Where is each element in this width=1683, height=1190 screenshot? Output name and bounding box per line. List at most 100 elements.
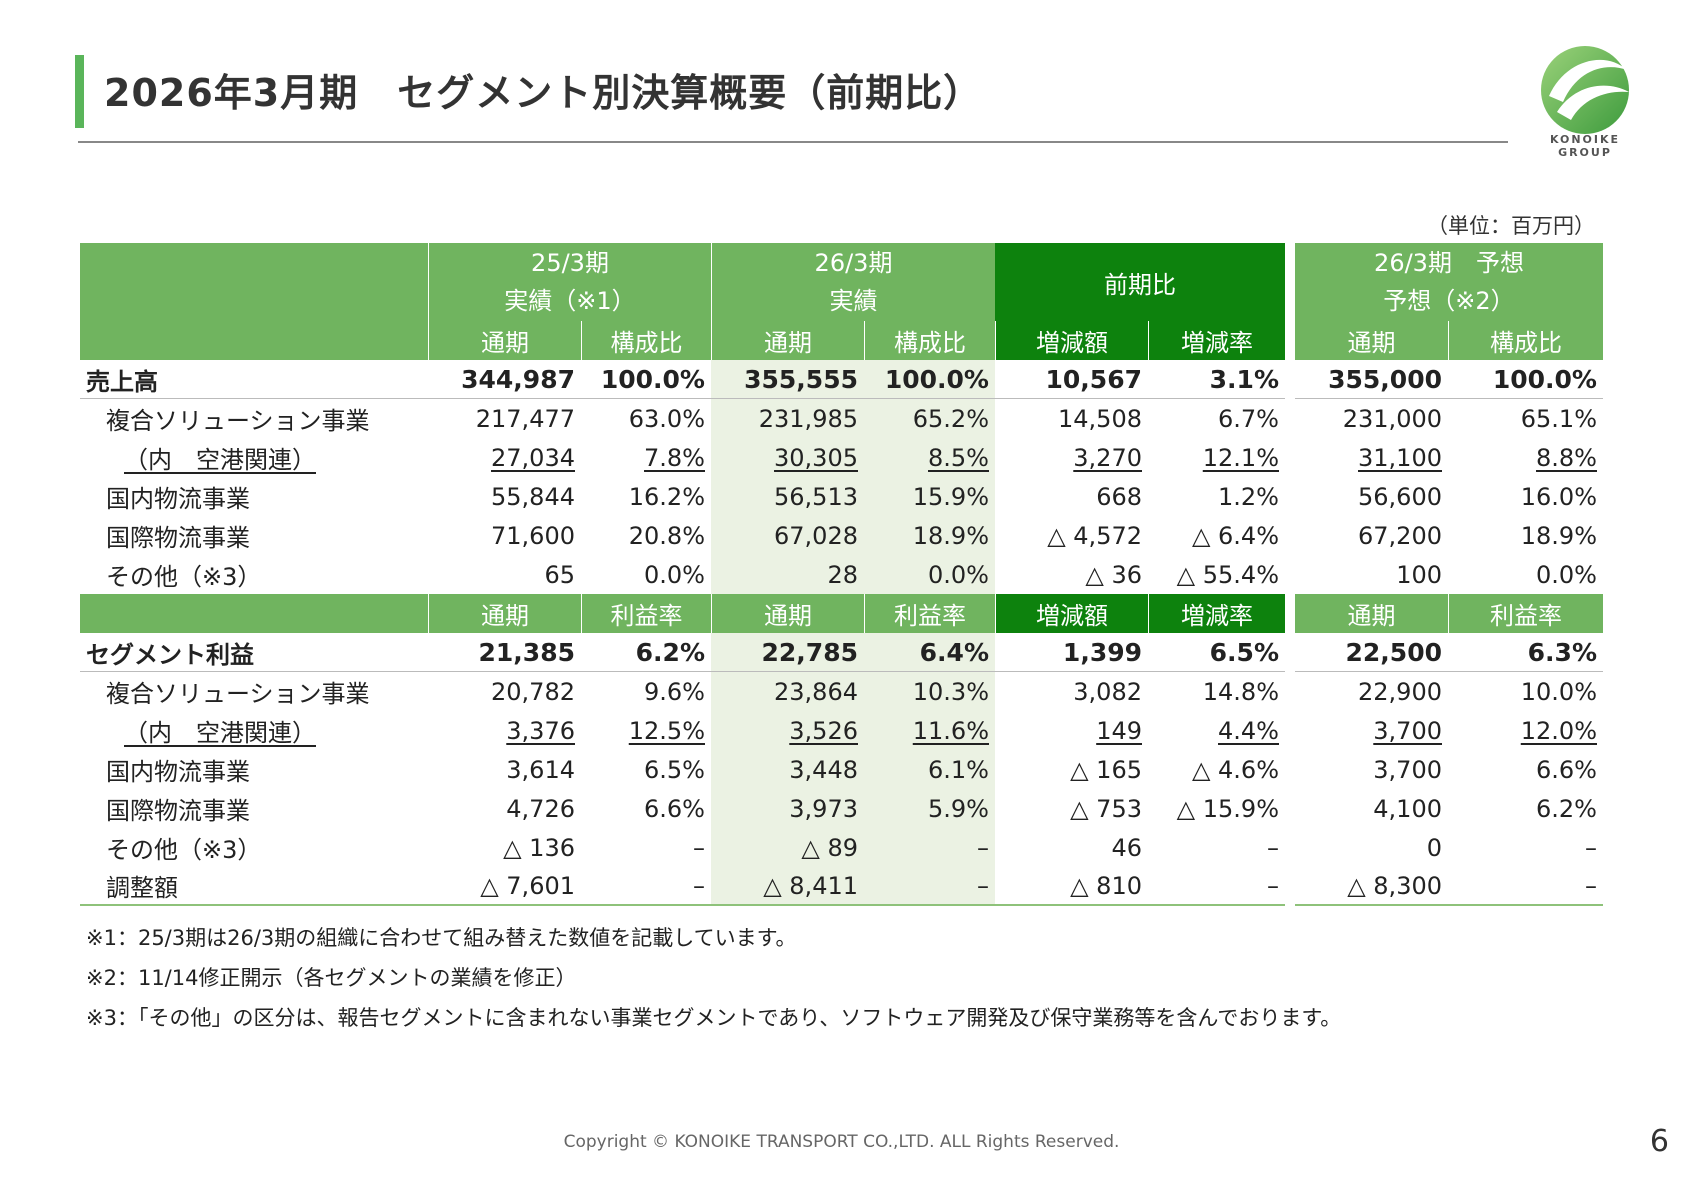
footnote-1: ※1：25/3期は26/3期の組織に合わせて組み替えた数値を記載しています。 [86,926,797,950]
cell: 4,100 [1373,794,1442,823]
subheader-cell: 増減額 [995,594,1148,633]
row-label: 国際物流事業 [106,524,250,552]
header-prev-actual-period: 25/3期 [531,249,609,277]
cell: 0.0% [1536,560,1597,589]
cell: 0 [1426,833,1442,862]
cell: △ 7,601 [428,867,581,906]
cell: 6.6% [1536,755,1597,784]
cell: 7.8% [644,443,705,472]
cell: – [864,867,995,906]
header-curr-actual: 26/3期 実績 [711,243,995,321]
cell: 55,844 [491,482,575,511]
row-label: その他（※3） [106,563,262,591]
header-blank [80,243,428,360]
cell: △ 4,572 [1047,521,1142,550]
cell: 10.3% [864,672,995,711]
cell: 22,785 [711,633,864,672]
cell: △ 15.9% [1176,794,1279,823]
cell: 355,000 [1295,360,1448,399]
subheader-cell: 通期 [428,321,581,360]
cell: 6.3% [1448,633,1603,672]
cell: 3,448 [711,750,864,789]
header-prev-actual: 25/3期 実績（※1） [428,243,711,321]
cell: 15.9% [864,477,995,516]
cell: 6.4% [864,633,995,672]
cell: 22,500 [1295,633,1448,672]
cell: 3,973 [711,789,864,828]
cell: 0.0% [644,560,705,589]
subheader-cell: 構成比 [864,321,995,360]
title-accent-bar [75,55,84,128]
row-label: 複合ソリューション事業 [106,680,370,708]
cell: △ 8,300 [1295,867,1448,906]
footnote-2: ※2：11/14修正開示（各セグメントの業績を修正） [86,966,577,990]
cell: 0.0% [864,555,995,594]
cell: 3.1% [1148,360,1285,399]
cell: 71,600 [491,521,575,550]
row-label: 国際物流事業 [106,797,250,825]
cell: 6.5% [1148,633,1285,672]
cell: 6.2% [1536,794,1597,823]
subheader-cell: 利益率 [864,594,995,633]
row-label: 複合ソリューション事業 [106,407,370,435]
cell: 6.6% [644,794,705,823]
cell: 14.8% [1202,677,1279,706]
subheader-cell: 通期 [711,594,864,633]
subheader-cell: 利益率 [1448,594,1603,633]
header-yoy: 前期比 [995,243,1285,321]
row-label: 調整額 [80,867,428,906]
cell: 12.5% [628,716,705,745]
cell: 31,100 [1358,443,1442,472]
cell: 3,270 [1073,443,1142,472]
segment-results-table: 25/3期 実績（※1） 26/3期 実績 前期比 26/3期 予想 予想（※2… [80,243,1603,906]
cell: 6.2% [581,633,711,672]
cell: △ 89 [711,828,864,867]
table-row: 複合ソリューション事業 20,782 9.6% 23,864 10.3% 3,0… [80,672,1603,711]
cell: 65.2% [864,399,995,438]
row-label: 国内物流事業 [106,758,250,786]
cell: 6.7% [1218,404,1279,433]
cell: 27,034 [491,443,575,472]
cell: 100.0% [581,360,711,399]
cell: 12.0% [1520,716,1597,745]
cell: – [1267,833,1279,862]
cell: 23,864 [711,672,864,711]
cell: △ 4.6% [1191,755,1279,784]
footnotes: ※1：25/3期は26/3期の組織に合わせて組み替えた数値を記載しています。 ※… [86,918,1341,1038]
cell: 67,028 [711,516,864,555]
cell: 11.6% [864,711,995,750]
logo-text-line2: GROUP [1558,146,1612,159]
header-prev-actual-label: 実績（※1） [504,287,636,315]
cell: △ 36 [1085,560,1142,589]
cell: 1,399 [995,633,1148,672]
cell: 3,082 [1073,677,1142,706]
cell: △ 8,411 [711,867,864,906]
table-row: その他（※3） 65 0.0% 28 0.0% △ 36 △ 55.4% 100… [80,555,1603,594]
table-row: 国内物流事業 55,844 16.2% 56,513 15.9% 668 1.2… [80,477,1603,516]
cell: 1.2% [1218,482,1279,511]
cell: 21,385 [428,633,581,672]
subheader-cell: 増減率 [1148,594,1285,633]
cell: 6.1% [864,750,995,789]
cell: 63.0% [628,404,705,433]
footnote-3: ※3：「その他」の区分は、報告セグメントに含まれない事業セグメントであり、ソフト… [86,1006,1342,1030]
subheader-cell: 増減額 [995,321,1148,360]
subheader-cell: 通期 [1295,594,1448,633]
cell: 149 [1096,716,1142,745]
cell: 56,600 [1358,482,1442,511]
header-sub-row-sales: 通期 構成比 通期 構成比 増減額 増減率 通期 構成比 [80,321,1603,360]
row-label: （内 空港関連） [124,719,316,747]
cell: 355,555 [711,360,864,399]
cell: 8.8% [1536,443,1597,472]
cell: 3,376 [506,716,575,745]
subheader-cell: 構成比 [1448,321,1603,360]
cell: – [693,833,705,862]
cell: △ 55.4% [1176,560,1279,589]
header-forecast-period: 26/3期 予想 [1374,249,1524,277]
cell: 18.9% [1520,521,1597,550]
cell: – [1148,867,1285,906]
cell: 9.6% [644,677,705,706]
row-label: 国内物流事業 [106,485,250,513]
cell: 5.9% [864,789,995,828]
cell: – [581,867,711,906]
